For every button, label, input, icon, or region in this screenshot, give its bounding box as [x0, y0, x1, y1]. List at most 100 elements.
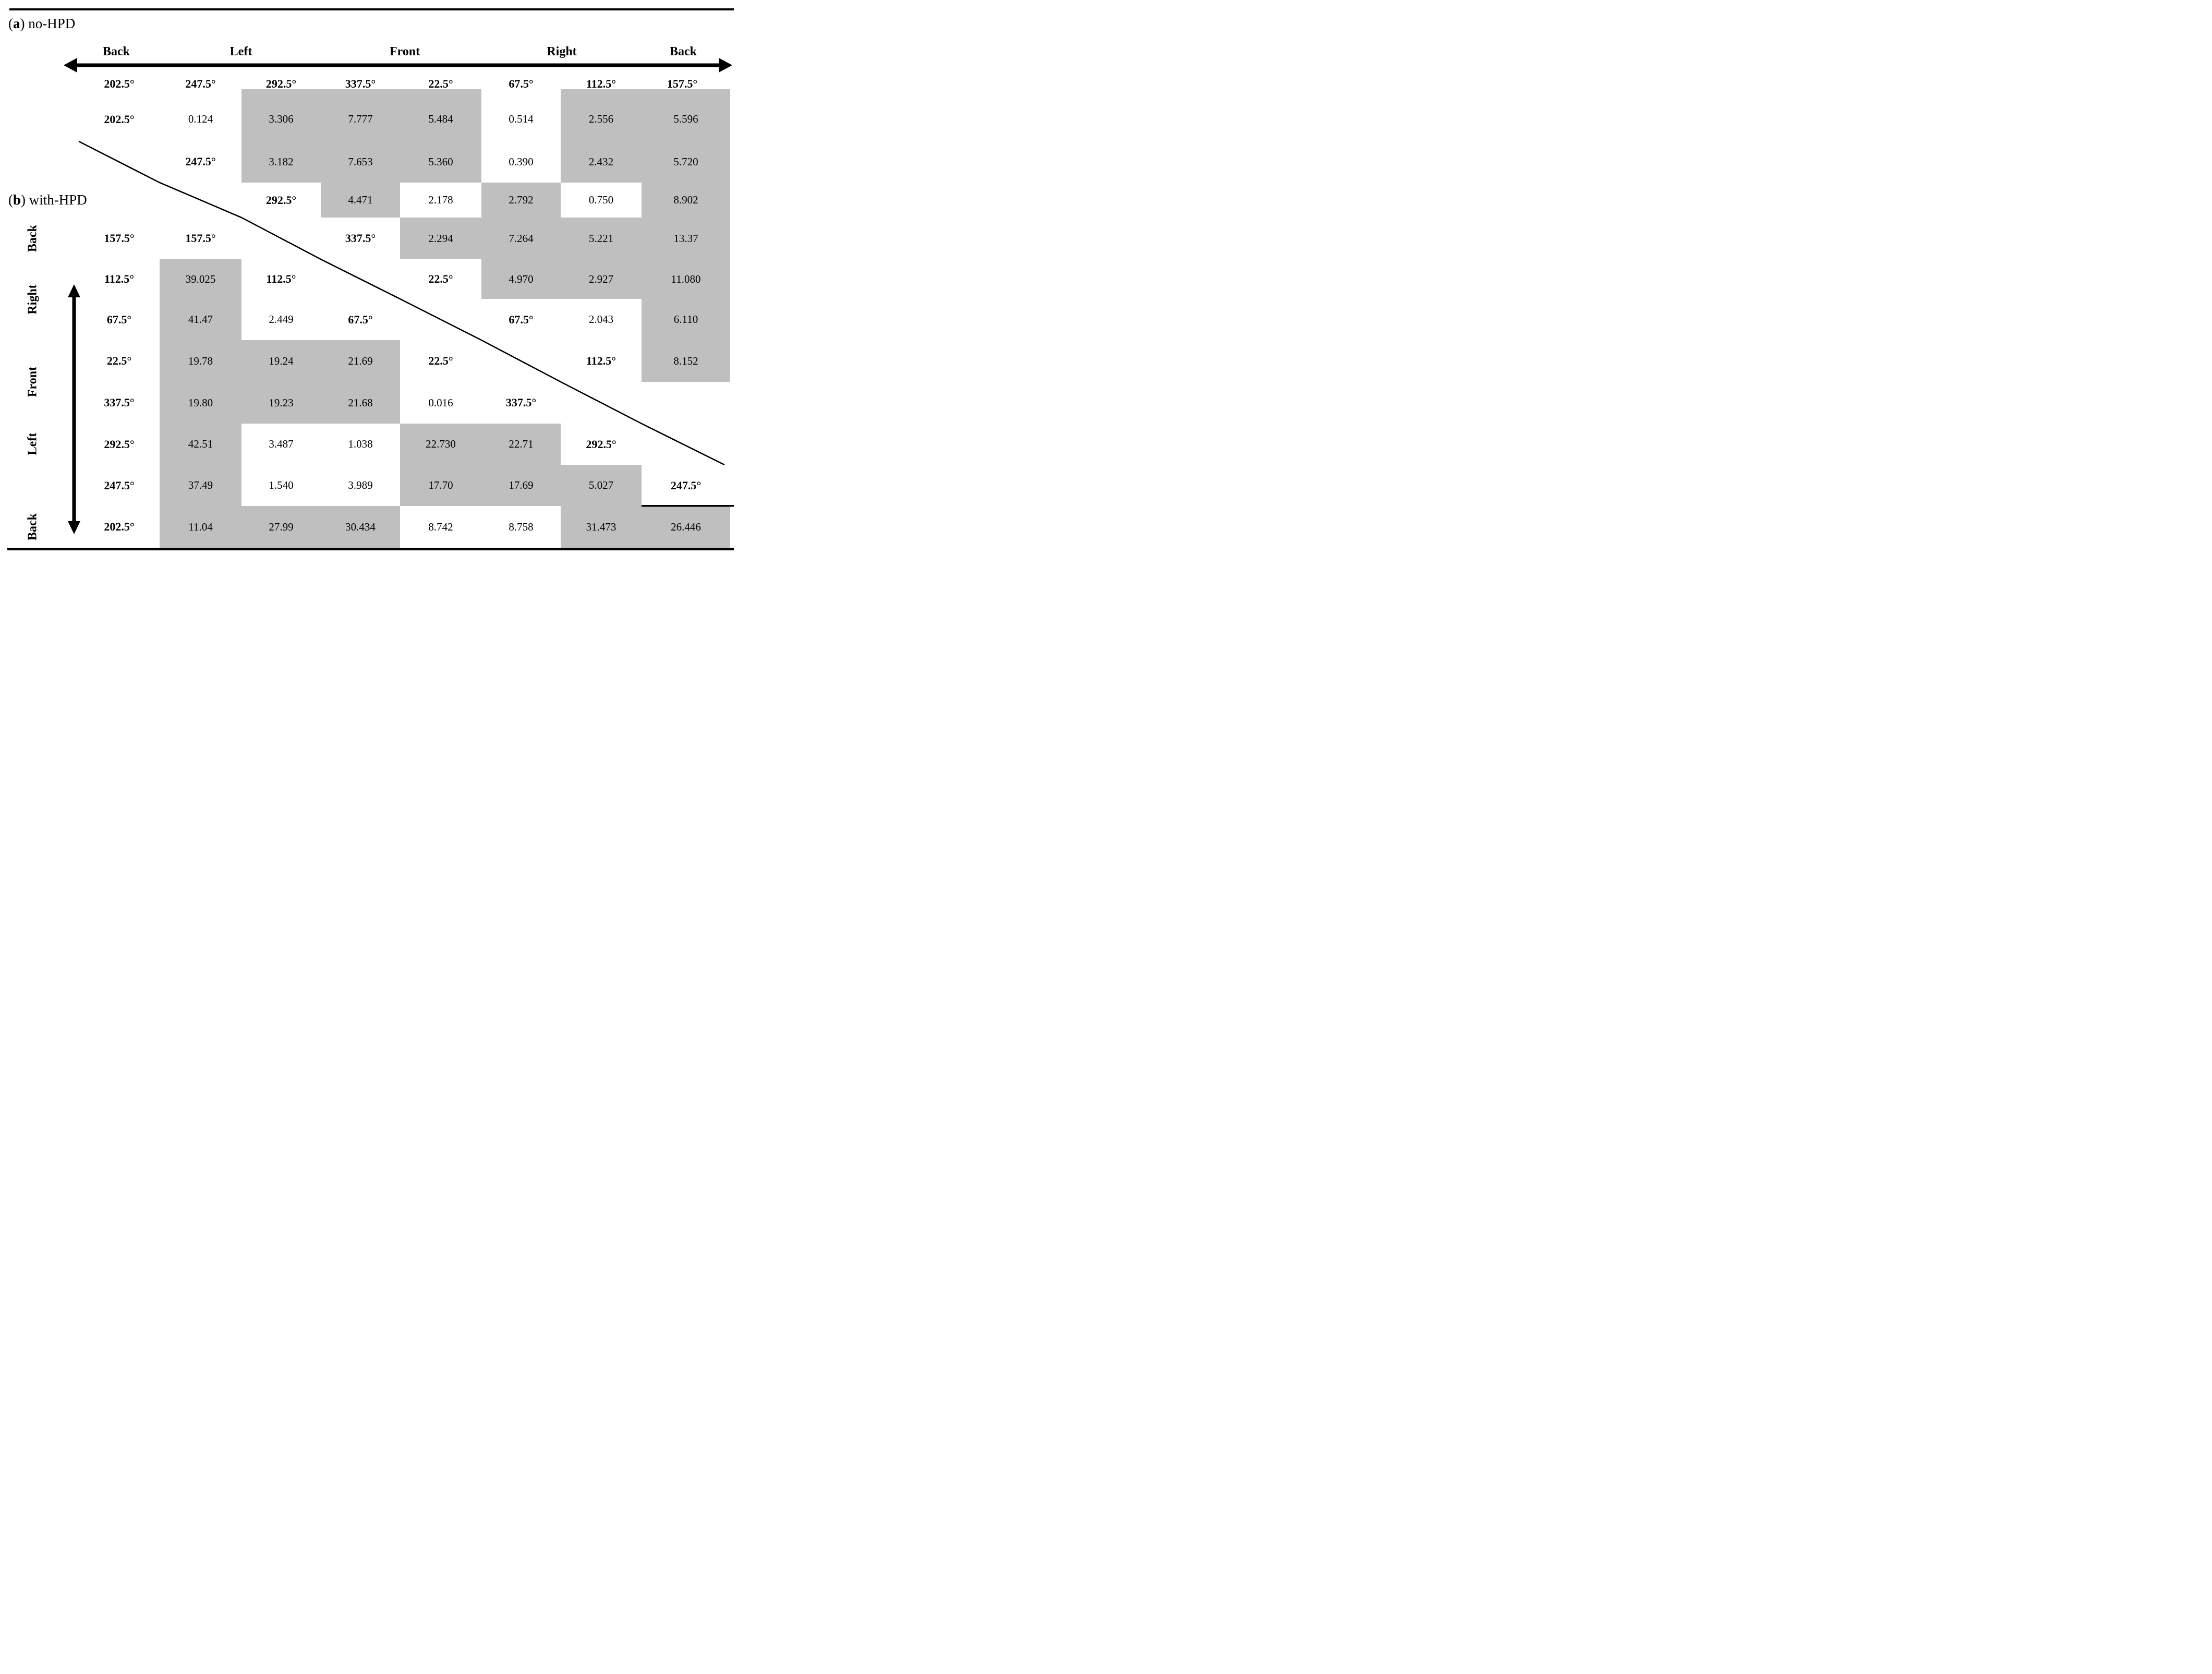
cell-r6-C: 2.449: [269, 313, 294, 326]
top-axis-label-front-2: Front: [389, 45, 420, 58]
cell-r10-C: 1.540: [269, 479, 294, 491]
cell-r7-G: 112.5°: [586, 354, 617, 367]
cell-r2-D: 7.653: [321, 141, 400, 183]
top-rule: [9, 8, 734, 10]
cell-r1-F: 0.514: [509, 113, 534, 125]
panel-b-text: ) with-HPD: [21, 192, 87, 208]
arrow-left-head-icon: [64, 58, 77, 73]
cell-r10-G: 5.027: [561, 465, 642, 506]
cell-r7-C: 19.24: [241, 340, 321, 382]
cell-r1-G: 2.556: [561, 89, 642, 141]
cell-r9-B: 42.51: [160, 424, 241, 465]
cell-r1-D: 7.777: [321, 89, 400, 141]
cell-r11-F: 8.758: [509, 520, 534, 533]
cell-r5-G: 2.927: [561, 259, 642, 299]
column-header-F: 67.5°: [509, 77, 534, 90]
cell-r7-E: 22.5°: [428, 354, 453, 367]
cell-r10-A: 247.5°: [104, 478, 135, 492]
cell-r9-D: 1.038: [348, 438, 373, 450]
cell-r7-H: 8.152: [642, 340, 730, 382]
top-axis-label-left-1: Left: [229, 45, 252, 58]
cell-r6-A: 67.5°: [106, 312, 132, 326]
cell-r8-H: [642, 382, 730, 424]
panel-b-label: (b) with-HPD: [8, 192, 87, 208]
cell-r4-D: 337.5°: [345, 232, 376, 245]
cell-r11-G: 31.473: [561, 506, 642, 548]
cell-r10-B: 37.49: [160, 465, 241, 506]
cell-r4-C: [241, 218, 321, 259]
cell-r1-B: 0.124: [188, 113, 213, 125]
cell-r3-F: 2.792: [481, 183, 561, 218]
cell-r4-B: 157.5°: [185, 232, 216, 245]
cell-r7-F: [481, 340, 561, 382]
cell-r6-D: 67.5°: [348, 312, 373, 326]
spl-difference-matrix-figure: (a) no-HPD (b) with-HPD Back Left Front Rig…: [0, 0, 738, 558]
cell-r2-A: [79, 141, 160, 183]
column-header-G: 112.5°: [586, 77, 617, 90]
column-header-A: 202.5°: [104, 77, 135, 90]
cell-r11-A: 202.5°: [104, 520, 135, 533]
cell-r11-H: 26.446: [642, 506, 730, 548]
cell-r9-F: 22.71: [481, 424, 561, 465]
column-header-H: 157.5°: [667, 77, 698, 90]
left-axis-label-left-3: Left: [26, 432, 40, 455]
left-axis-label-back-0: Back: [26, 224, 40, 252]
bottom-rule: [7, 548, 734, 550]
cell-r11-B: 11.04: [160, 506, 241, 548]
cell-r1-E: 5.484: [400, 89, 481, 141]
cell-r1-H: 5.596: [642, 89, 730, 141]
cell-r9-C: 3.487: [269, 438, 294, 450]
cell-r8-F: 337.5°: [505, 396, 537, 409]
panel-a-text: ) no-HPD: [20, 16, 76, 31]
cell-r9-G: 292.5°: [586, 437, 617, 451]
panel-a-key: a: [13, 16, 20, 31]
panel-a-paren-open: (: [8, 16, 13, 31]
cell-r6-G: 2.043: [588, 313, 614, 326]
cell-r6-H: 6.110: [642, 299, 730, 340]
cell-r3-E: 2.178: [428, 194, 453, 206]
cell-r10-D: 3.989: [348, 479, 373, 491]
cell-r3-A: [79, 183, 160, 218]
cell-r8-A: 337.5°: [104, 396, 135, 409]
cell-r4-A: 157.5°: [104, 232, 135, 245]
column-header-D: 337.5°: [345, 77, 376, 90]
cell-r5-E: 22.5°: [428, 272, 453, 285]
panel-b-key: b: [13, 192, 21, 208]
cell-r9-E: 22.730: [400, 424, 481, 465]
cell-r3-H: 8.902: [642, 183, 730, 218]
cell-r9-A: 292.5°: [104, 437, 135, 451]
cell-r11-C: 27.99: [241, 506, 321, 548]
cell-r2-G: 2.432: [561, 141, 642, 183]
cell-r10-F: 17.69: [481, 465, 561, 506]
cell-r10-E: 17.70: [400, 465, 481, 506]
cell-r2-F: 0.390: [509, 155, 534, 168]
cell-r2-H: 5.720: [642, 141, 730, 183]
cell-r2-C: 3.182: [241, 141, 321, 183]
cell-r7-D: 21.69: [321, 340, 400, 382]
cell-r10-H: 247.5°: [670, 478, 702, 492]
cell-r8-D: 21.68: [321, 382, 400, 424]
cell-r9-H: [642, 424, 730, 465]
cell-r5-H: 11.080: [642, 259, 730, 299]
panel-b-paren-open: (: [8, 192, 13, 208]
cell-r3-C: 292.5°: [265, 193, 297, 207]
cell-r6-F: 67.5°: [509, 312, 534, 326]
left-axis-label-back-4: Back: [26, 513, 40, 541]
cell-r5-F: 4.970: [481, 259, 561, 299]
cell-r8-C: 19.23: [241, 382, 321, 424]
cell-r2-B: 247.5°: [185, 155, 216, 168]
top-axis-label-back-4: Back: [669, 45, 697, 58]
cell-r4-E: 2.294: [400, 218, 481, 259]
cell-r2-E: 5.360: [400, 141, 481, 183]
cell-r11-D: 30.434: [321, 506, 400, 548]
top-axis-label-right-3: Right: [547, 45, 577, 58]
cell-r6-E: [400, 299, 481, 340]
matrix-grid: 202.5° 0.124 3.306 7.777 5.484 0.514 2.556 5.59…: [79, 89, 730, 548]
cell-r4-H: 13.37: [642, 218, 730, 259]
panel-a-label: (a) no-HPD: [8, 16, 75, 32]
top-axis-label-back-0: Back: [102, 45, 130, 58]
cell-r8-E: 0.016: [428, 396, 453, 409]
cell-r3-D: 4.471: [321, 183, 400, 218]
cell-r8-G: [561, 382, 642, 424]
arrow-right-head-icon: [719, 58, 732, 73]
